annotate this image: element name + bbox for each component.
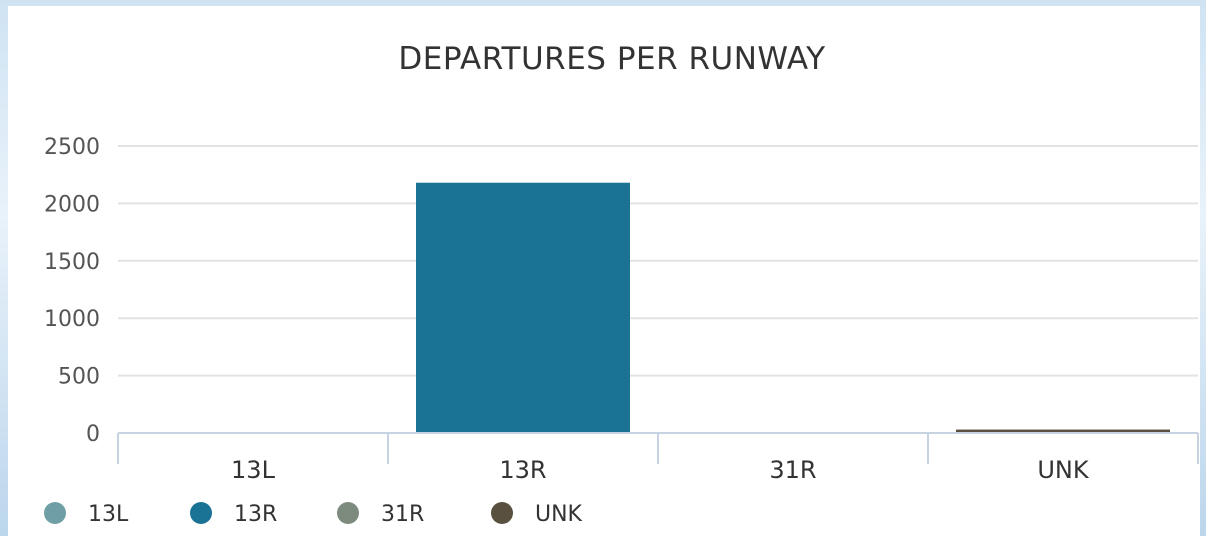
legend-item-13r[interactable]: 13R [190,502,277,527]
legend-label: 31R [381,502,424,527]
legend-marker-icon [337,502,359,524]
legend-label: UNK [535,502,583,527]
bar-unk[interactable] [956,429,1170,433]
legend-item-31r[interactable]: 31R [337,502,424,527]
legend-label: 13L [88,502,129,527]
bar-chart: DEPARTURES PER RUNWAY 0 500 1000 1500 2000 25… [44,41,1199,527]
y-tick-label: 1500 [44,250,100,275]
x-axis: 13L 13R 31R UNK [117,432,1199,484]
bar-13r[interactable] [416,182,630,433]
y-tick-label: 2000 [44,192,100,217]
grid-lines [118,145,1198,377]
legend-marker-icon [190,502,212,524]
y-axis-ticks: 0 500 1000 1500 2000 2500 [44,135,100,447]
y-tick-label: 1000 [44,307,100,332]
legend-item-13l[interactable]: 13L [44,502,129,527]
x-tick-label: 31R [769,456,816,484]
chart-panel: DEPARTURES PER RUNWAY 0 500 1000 1500 2000 25… [8,6,1200,536]
x-tick-label: 13L [231,456,276,484]
legend: 13L 13R 31R UNK [44,502,583,527]
y-tick-label: 500 [58,365,100,390]
legend-label: 13R [234,502,277,527]
legend-marker-icon [491,502,513,524]
chart-title: DEPARTURES PER RUNWAY [398,41,825,77]
y-tick-label: 2500 [44,135,100,160]
bars [416,182,1170,433]
x-tick-label: 13R [499,456,546,484]
legend-marker-icon [44,502,66,524]
y-tick-label: 0 [86,422,100,447]
x-tick-label: UNK [1037,456,1090,484]
legend-item-unk[interactable]: UNK [491,502,583,527]
